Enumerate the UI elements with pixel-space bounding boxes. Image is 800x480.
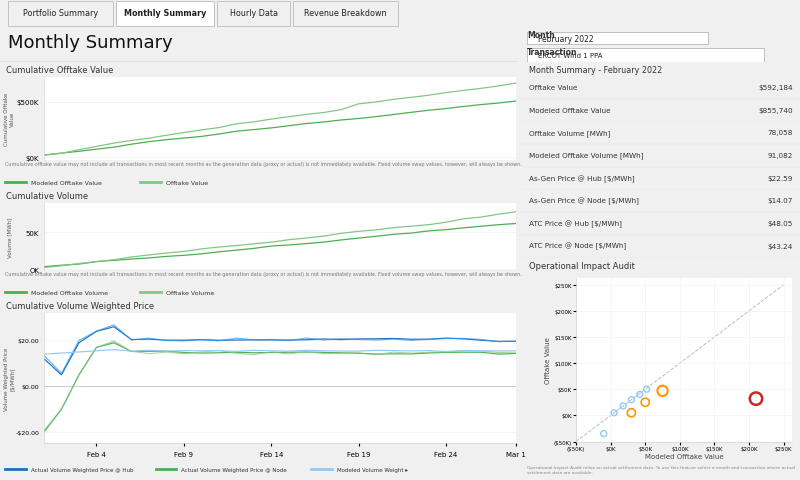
FancyBboxPatch shape bbox=[8, 2, 113, 26]
Text: Cumulative Volume Weighted Price: Cumulative Volume Weighted Price bbox=[6, 301, 154, 310]
Point bbox=[608, 409, 621, 417]
Point bbox=[634, 391, 646, 398]
Text: Monthly Summary: Monthly Summary bbox=[124, 9, 206, 18]
Text: 78,058: 78,058 bbox=[768, 130, 793, 136]
Text: Modeled Volume Weight ▸: Modeled Volume Weight ▸ bbox=[337, 467, 408, 471]
Point bbox=[617, 402, 630, 410]
Text: ERCOT Wind 1 PPA: ERCOT Wind 1 PPA bbox=[538, 53, 603, 59]
Text: Month Summary - February 2022: Month Summary - February 2022 bbox=[529, 66, 662, 74]
Point bbox=[598, 430, 610, 438]
Text: 91,082: 91,082 bbox=[768, 153, 793, 159]
Text: $14.07: $14.07 bbox=[768, 198, 793, 204]
Text: Offtake Value: Offtake Value bbox=[529, 85, 577, 91]
Text: Month: Month bbox=[527, 31, 555, 39]
Text: Volume [MWh]: Volume [MWh] bbox=[7, 217, 12, 257]
FancyBboxPatch shape bbox=[217, 2, 290, 26]
Text: Modeled Offtake Value: Modeled Offtake Value bbox=[31, 180, 102, 185]
X-axis label: Modeled Offtake Value: Modeled Offtake Value bbox=[645, 454, 723, 459]
Text: Offtake Volume [MWh]: Offtake Volume [MWh] bbox=[529, 130, 610, 136]
FancyBboxPatch shape bbox=[527, 49, 764, 62]
Point bbox=[750, 395, 762, 403]
Text: Offtake Value: Offtake Value bbox=[166, 180, 208, 185]
Text: Portfolio Summary: Portfolio Summary bbox=[23, 9, 98, 18]
Text: Operational Impact Audit relies on actual settlement data. To use this feature s: Operational Impact Audit relies on actua… bbox=[527, 466, 795, 474]
Text: February 2022: February 2022 bbox=[538, 35, 594, 44]
Text: Offtake Volume: Offtake Volume bbox=[166, 290, 214, 295]
Point bbox=[639, 398, 652, 406]
Text: Cumulative Offtake
Value: Cumulative Offtake Value bbox=[4, 93, 15, 146]
Point bbox=[640, 385, 653, 393]
Text: Actual Volume Weighted Price @ Hub: Actual Volume Weighted Price @ Hub bbox=[31, 467, 134, 471]
Point bbox=[625, 396, 638, 404]
Text: Actual Volume Weighted Price @ Node: Actual Volume Weighted Price @ Node bbox=[182, 467, 287, 471]
Text: Cumulative offtake value may not include all transactions in most recent months : Cumulative offtake value may not include… bbox=[5, 162, 522, 167]
Text: Modeled Offtake Value: Modeled Offtake Value bbox=[529, 108, 610, 114]
Text: ATC Price @ Hub [$/MWh]: ATC Price @ Hub [$/MWh] bbox=[529, 220, 622, 228]
Text: $855,740: $855,740 bbox=[758, 108, 793, 114]
Text: Cumulative Offtake Value: Cumulative Offtake Value bbox=[6, 66, 114, 74]
FancyBboxPatch shape bbox=[293, 2, 398, 26]
Text: Cumulative offtake value may not include all transactions in most recent months : Cumulative offtake value may not include… bbox=[5, 272, 522, 277]
Text: Volume Weighted Price
[$/MWh]: Volume Weighted Price [$/MWh] bbox=[4, 347, 15, 410]
Text: $22.59: $22.59 bbox=[768, 175, 793, 181]
Y-axis label: Offtake Value: Offtake Value bbox=[545, 337, 551, 384]
Text: Cumulative Volume: Cumulative Volume bbox=[6, 192, 88, 200]
Text: $592,184: $592,184 bbox=[758, 85, 793, 91]
Point bbox=[656, 387, 669, 395]
Text: Transaction: Transaction bbox=[527, 48, 578, 57]
Text: $43.24: $43.24 bbox=[768, 243, 793, 249]
Point bbox=[625, 409, 638, 417]
Text: $48.05: $48.05 bbox=[768, 221, 793, 227]
Text: Hourly Data: Hourly Data bbox=[230, 9, 278, 18]
Text: As-Gen Price @ Hub [$/MWh]: As-Gen Price @ Hub [$/MWh] bbox=[529, 175, 634, 182]
Text: Modeled Offtake Volume: Modeled Offtake Volume bbox=[31, 290, 108, 295]
Text: As-Gen Price @ Node [$/MWh]: As-Gen Price @ Node [$/MWh] bbox=[529, 197, 638, 205]
Text: Operational Impact Audit: Operational Impact Audit bbox=[529, 262, 634, 271]
Text: Modeled Offtake Volume [MWh]: Modeled Offtake Volume [MWh] bbox=[529, 153, 643, 159]
Text: ATC Price @ Node [$/MWh]: ATC Price @ Node [$/MWh] bbox=[529, 242, 626, 250]
FancyBboxPatch shape bbox=[527, 33, 708, 45]
Text: Monthly Summary: Monthly Summary bbox=[8, 34, 173, 52]
FancyBboxPatch shape bbox=[116, 2, 214, 26]
Text: Revenue Breakdown: Revenue Breakdown bbox=[304, 9, 386, 18]
